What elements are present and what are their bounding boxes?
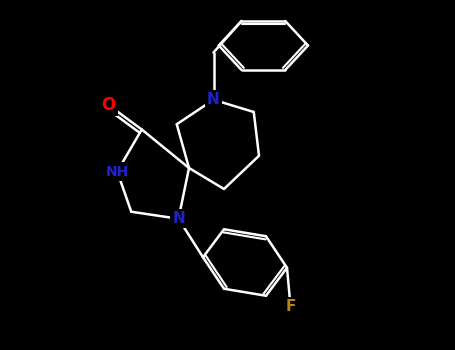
Text: N: N	[172, 211, 185, 226]
Text: N: N	[207, 92, 220, 107]
Text: F: F	[285, 299, 296, 314]
Text: NH: NH	[106, 164, 129, 178]
Text: O: O	[101, 96, 116, 114]
